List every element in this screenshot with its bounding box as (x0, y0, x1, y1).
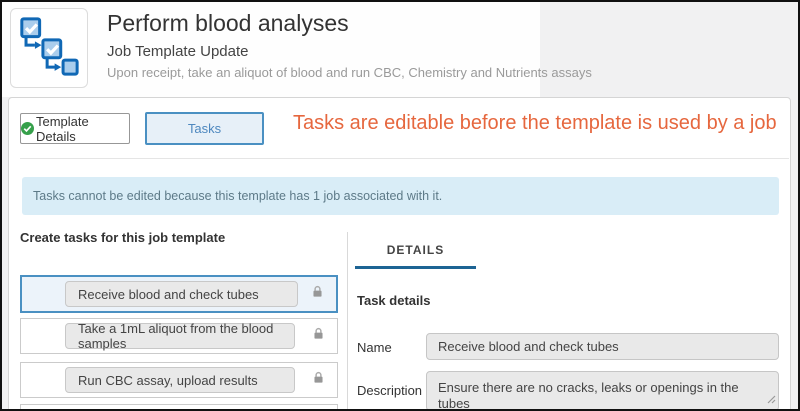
task-name-field: Receive blood and check tubes (65, 281, 298, 307)
lock-icon (313, 371, 324, 390)
task-row-partial[interactable] (20, 404, 338, 409)
workflow-icon (19, 16, 79, 81)
lock-icon (313, 327, 324, 346)
header (2, 2, 540, 97)
page-subtitle: Job Template Update (107, 43, 249, 60)
lock-icon (312, 285, 323, 304)
name-label: Name (357, 340, 392, 355)
job-template-avatar (10, 8, 88, 88)
tab-template-details[interactable]: Template Details (20, 113, 130, 144)
check-circle-icon (21, 122, 34, 135)
tab-details-underline (355, 266, 476, 269)
template-description: Upon receipt, take an aliquot of blood a… (107, 65, 592, 80)
task-list-heading: Create tasks for this job template (20, 230, 226, 245)
tab-template-details-label: Template Details (36, 113, 89, 144)
task-name-field: Run CBC assay, upload results (65, 367, 295, 393)
description-field[interactable]: Ensure there are no cracks, leaks or ope… (426, 371, 779, 409)
description-label: Description (357, 383, 423, 398)
task-details-heading: Task details (357, 293, 431, 308)
tab-separator (20, 158, 789, 159)
resize-handle-icon[interactable] (765, 393, 777, 409)
task-row[interactable]: Take a 1mL aliquot from the blood sample… (20, 318, 338, 354)
tab-tasks-label: Tasks (187, 121, 222, 136)
task-row[interactable]: Receive blood and check tubes (20, 275, 338, 313)
tab-tasks[interactable]: Tasks (145, 112, 264, 145)
description-text: Ensure there are no cracks, leaks or ope… (438, 380, 739, 409)
info-banner-text: Tasks cannot be edited because this temp… (33, 189, 443, 203)
tab-details[interactable]: DETAILS (386, 243, 445, 257)
name-field[interactable]: Receive blood and check tubes (426, 333, 779, 360)
task-name-field: Take a 1mL aliquot from the blood sample… (65, 321, 295, 351)
page-title: Perform blood analyses (107, 10, 349, 36)
info-banner: Tasks cannot be edited because this temp… (22, 177, 779, 215)
task-row[interactable]: Run CBC assay, upload results (20, 362, 338, 398)
annotation-text: Tasks are editable before the template i… (293, 112, 777, 134)
panel-divider (347, 232, 348, 409)
